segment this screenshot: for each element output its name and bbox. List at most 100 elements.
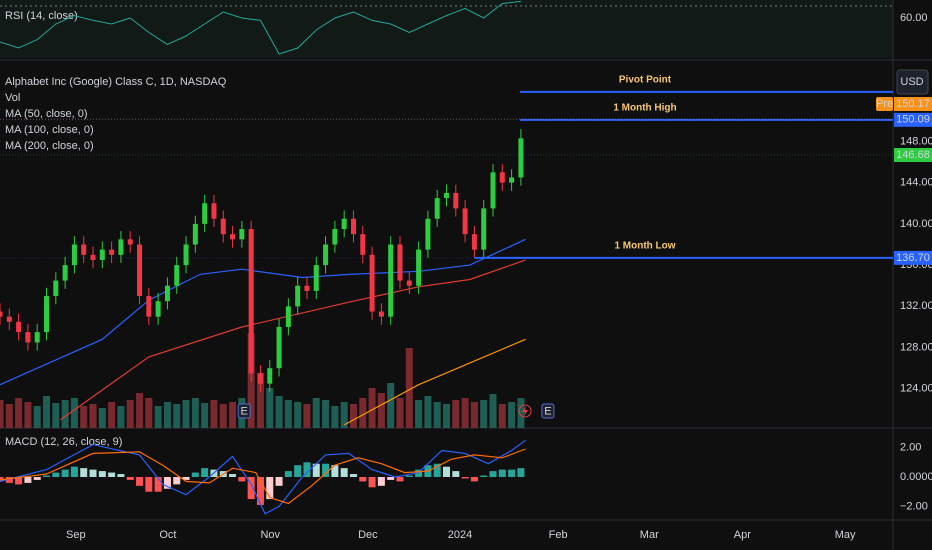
volume-bar [396, 398, 404, 428]
macd-histogram-bar [452, 471, 460, 477]
volume-bar [480, 400, 488, 428]
candle-body [369, 254, 375, 312]
candle-body [239, 229, 245, 240]
dividend-icon [518, 404, 532, 418]
candle-body [118, 239, 124, 255]
y-tick-label: 132.00 [900, 300, 932, 312]
rsi-tick-label: 60.00 [900, 12, 928, 24]
candle-body [341, 218, 347, 230]
x-tick-label: Mar [640, 529, 659, 541]
candle-body [295, 285, 301, 307]
macd-histogram-bar [303, 462, 311, 477]
x-tick-label: Apr [734, 529, 751, 541]
volume-bar [229, 402, 237, 428]
macd-histogram-bar [396, 476, 404, 482]
volume-bar [461, 398, 469, 428]
macd-histogram-bar [229, 474, 237, 477]
y-tick-label: 144.00 [900, 177, 932, 189]
volume-bar [443, 404, 450, 428]
volume-bar [163, 402, 171, 428]
price-tag-label: 150.09 [896, 114, 930, 126]
candle-body [332, 229, 338, 245]
candle-body [192, 223, 198, 245]
x-tick-label: Feb [549, 529, 568, 541]
candle-body [285, 306, 291, 327]
volume-bar [517, 398, 525, 428]
macd-histogram-bar [80, 468, 88, 477]
candle-body [44, 296, 50, 333]
volume-bar [294, 402, 302, 428]
candle-body [99, 249, 105, 260]
candle-body [6, 316, 12, 322]
price-tag [894, 112, 932, 127]
x-tick-label: Dec [358, 529, 378, 541]
currency-button[interactable] [896, 69, 929, 95]
candle-body [81, 244, 87, 255]
candle-body [462, 208, 468, 235]
volume-bar [312, 398, 320, 428]
macd-histogram-bar [182, 476, 190, 480]
volume-bar [359, 398, 367, 428]
x-tick-label: May [835, 529, 856, 541]
price-tag-label: 136.70 [896, 252, 930, 264]
volume-bar [52, 403, 60, 428]
macd-histogram-bar [359, 476, 367, 482]
candle-body [378, 311, 384, 317]
macd-histogram-bar [433, 463, 441, 477]
volume-bar [284, 400, 292, 428]
volume-bar [70, 398, 78, 428]
macd-histogram-bar [173, 476, 181, 485]
macd-histogram-bar [312, 463, 320, 477]
candle-body [109, 249, 115, 255]
candle-body [16, 321, 22, 333]
volume-bar [182, 400, 190, 428]
candle-body [434, 198, 440, 219]
macd-histogram-bar [145, 476, 153, 492]
volume-bar [15, 398, 23, 428]
legend-entry: MA (200, close, 0) [5, 140, 94, 152]
candle-body [71, 244, 77, 266]
macd-histogram-bar [247, 476, 255, 500]
volume-bar [322, 400, 330, 428]
volume-bar [61, 400, 69, 428]
macd-histogram-bar [489, 471, 497, 477]
macd-histogram-bar [284, 471, 292, 477]
event-marker [541, 403, 555, 419]
volume-bar [210, 400, 218, 428]
volume-bar [145, 398, 153, 428]
candle-body [155, 301, 161, 317]
volume-bar [415, 400, 423, 428]
candle-body [137, 244, 143, 297]
volume-bar [498, 404, 506, 428]
macd-histogram-bar [331, 465, 339, 477]
macd-histogram-bar [470, 476, 478, 482]
volume-bar [80, 406, 88, 428]
candle-body [425, 218, 431, 250]
volume-bar [201, 403, 209, 428]
macd-histogram-bar [443, 466, 450, 477]
macd-title: MACD (12, 26, close, 9) [5, 436, 122, 448]
volume-bar [256, 373, 264, 428]
chart-title: Alphabet Inc (Google) Class C, 1D, NASDA… [5, 76, 227, 88]
level-label: 1 Month Low [614, 241, 675, 252]
level-label: Pivot Point [619, 75, 672, 86]
candle-body [360, 234, 366, 255]
volume-bar [508, 402, 516, 428]
macd-histogram-bar [461, 476, 469, 479]
candle-body [509, 177, 515, 183]
x-tick-label: Oct [159, 529, 176, 541]
currency[interactable]: USD [900, 76, 923, 88]
macd-histogram-bar [117, 474, 125, 477]
macd-line [0, 439, 526, 515]
candle-body [416, 249, 422, 286]
candle-body [350, 218, 356, 235]
macd-histogram-bar [294, 465, 302, 477]
volume-bar [470, 402, 478, 428]
candle-body [146, 296, 152, 317]
macd-histogram-bar [24, 476, 32, 483]
macd-tick-label: −2.00 [900, 500, 928, 512]
candle-body [304, 285, 310, 291]
volume-bar [108, 402, 116, 428]
macd-histogram-bar [349, 474, 357, 477]
